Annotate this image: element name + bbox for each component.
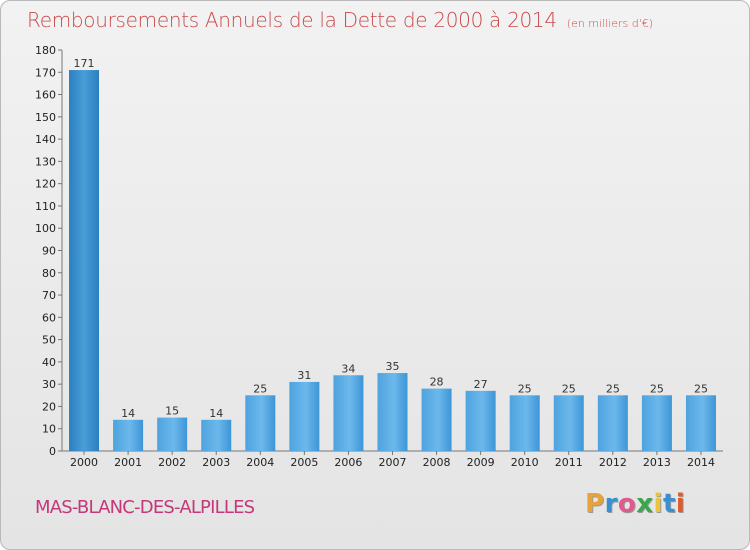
x-tick-label: 2001 xyxy=(114,456,142,469)
city-name: MAS-BLANC-DES-ALPILLES xyxy=(35,497,255,518)
bar-value-label: 171 xyxy=(74,57,95,70)
x-tick-label: 2014 xyxy=(687,456,715,469)
bar xyxy=(685,395,716,451)
bar xyxy=(421,388,452,451)
logo-letter: r xyxy=(604,489,618,519)
bar xyxy=(113,419,144,451)
bar-value-label: 15 xyxy=(165,405,179,418)
bar xyxy=(157,417,188,451)
x-tick-label: 2006 xyxy=(334,456,362,469)
x-tick-label: 2010 xyxy=(511,456,539,469)
bar-value-label: 25 xyxy=(253,382,267,395)
y-tick-label: 0 xyxy=(49,445,56,458)
bar xyxy=(377,373,408,451)
logo-letter: i xyxy=(675,489,686,519)
bar-value-label: 25 xyxy=(650,382,664,395)
x-tick-label: 2008 xyxy=(423,456,451,469)
x-tick-label: 2000 xyxy=(70,456,98,469)
y-tick-label: 160 xyxy=(35,89,56,102)
chart-title: Remboursements Annuels de la Dette de 20… xyxy=(27,8,653,32)
y-tick-label: 130 xyxy=(35,155,56,168)
bar-value-label: 31 xyxy=(297,369,311,382)
y-tick-label: 120 xyxy=(35,178,56,191)
bar xyxy=(333,375,364,451)
bar-value-label: 27 xyxy=(474,378,488,391)
y-tick-label: 140 xyxy=(35,133,56,146)
y-tick-label: 110 xyxy=(35,200,56,213)
logo-letter: x xyxy=(636,489,654,519)
bar-value-label: 25 xyxy=(518,382,532,395)
bar-value-label: 14 xyxy=(121,407,135,420)
bar xyxy=(69,70,100,452)
y-tick-label: 180 xyxy=(35,44,56,57)
bar xyxy=(201,419,232,451)
bar xyxy=(597,395,628,451)
logo-letter: t xyxy=(662,489,676,519)
y-tick-label: 100 xyxy=(35,222,56,235)
logo-letter: P xyxy=(585,489,605,519)
bar-value-label: 25 xyxy=(606,382,620,395)
y-tick-label: 60 xyxy=(42,311,56,324)
logo-letter: o xyxy=(617,489,637,519)
x-tick-label: 2013 xyxy=(643,456,671,469)
proxiti-logo: Proxiti xyxy=(585,489,685,519)
bar xyxy=(641,395,672,451)
y-tick-label: 70 xyxy=(42,289,56,302)
x-tick-label: 2002 xyxy=(158,456,186,469)
x-tick-label: 2004 xyxy=(246,456,274,469)
x-tick-label: 2011 xyxy=(555,456,583,469)
bar xyxy=(245,395,276,451)
x-tick-label: 2003 xyxy=(202,456,230,469)
x-tick-label: 2009 xyxy=(467,456,495,469)
bar-value-label: 34 xyxy=(341,362,355,375)
unit-note: (en milliers d'€) xyxy=(566,17,654,30)
bar xyxy=(509,395,540,451)
y-tick-label: 30 xyxy=(42,378,56,391)
y-tick-label: 20 xyxy=(42,400,56,413)
bar xyxy=(289,381,320,451)
chart-title-text: Remboursements Annuels de la Dette de 20… xyxy=(27,8,557,32)
bar-value-label: 25 xyxy=(694,382,708,395)
bar-value-label: 25 xyxy=(562,382,576,395)
y-tick-label: 50 xyxy=(42,334,56,347)
x-tick-label: 2005 xyxy=(290,456,318,469)
y-tick-label: 90 xyxy=(42,245,56,258)
y-tick-label: 40 xyxy=(42,356,56,369)
x-tick-label: 2012 xyxy=(599,456,627,469)
bar-value-label: 14 xyxy=(209,407,223,420)
bar-value-label: 35 xyxy=(386,360,400,373)
bar xyxy=(465,390,496,451)
logo-letter: i xyxy=(653,489,663,519)
y-tick-label: 150 xyxy=(35,111,56,124)
y-tick-label: 170 xyxy=(35,66,56,79)
x-tick-label: 2007 xyxy=(379,456,407,469)
y-tick-label: 80 xyxy=(42,267,56,280)
bar-value-label: 28 xyxy=(430,376,444,389)
y-tick-label: 10 xyxy=(42,423,56,436)
bar xyxy=(553,395,584,451)
